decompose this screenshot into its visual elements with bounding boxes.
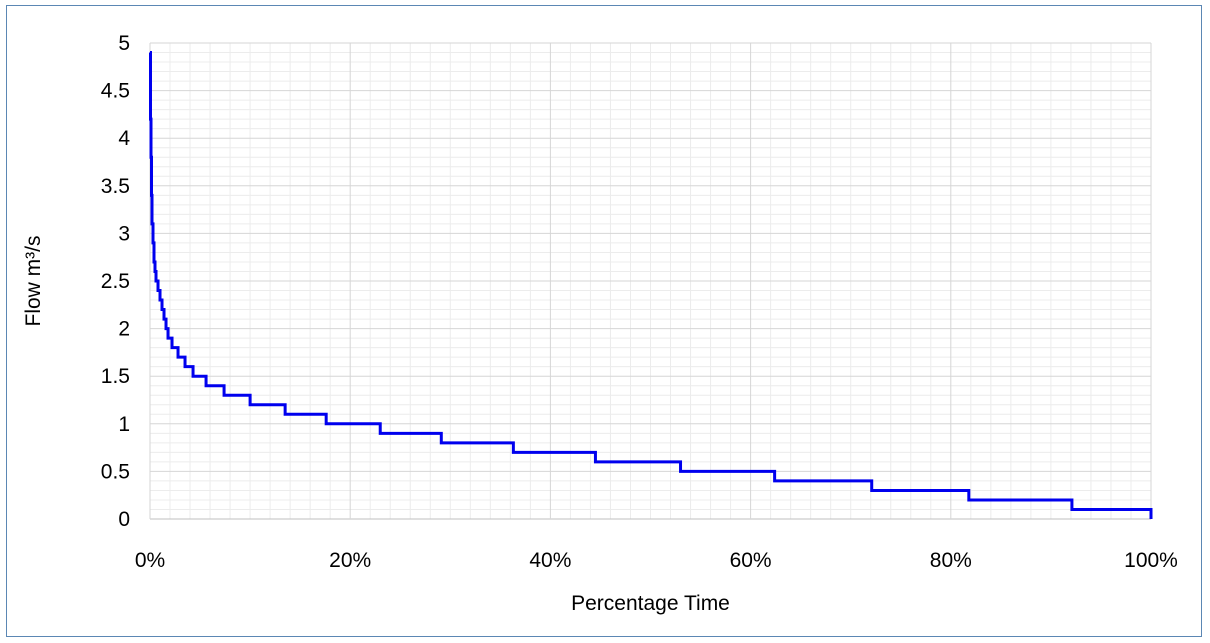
flow-duration-series-line bbox=[149, 51, 1153, 519]
y-tick-label: 2 bbox=[118, 318, 130, 341]
flow-duration-chart: 0 0.5 1 1.5 2 2.5 3 3.5 4 4.5 5 0% 20% 40% 60% 80% 100%… bbox=[22, 32, 1178, 615]
x-tick-label: 80% bbox=[930, 549, 972, 572]
y-tick-label: 3.5 bbox=[101, 175, 130, 198]
x-axis-title: Percentage Time bbox=[571, 592, 730, 615]
x-tick-label: 0% bbox=[135, 549, 165, 572]
chart-container: 0 0.5 1 1.5 2 2.5 3 3.5 4 4.5 5 0% 20% 40% 60% 80% 100%… bbox=[6, 5, 1202, 637]
x-tick-label: 100% bbox=[1124, 549, 1178, 572]
y-axis-tick-labels: 0 0.5 1 1.5 2 2.5 3 3.5 4 4.5 5 bbox=[101, 32, 131, 531]
y-tick-label: 0 bbox=[118, 508, 130, 531]
y-tick-label: 0.5 bbox=[101, 460, 130, 483]
y-tick-label: 3 bbox=[118, 222, 130, 245]
y-tick-label: 1 bbox=[118, 413, 130, 436]
y-tick-label: 4 bbox=[118, 127, 130, 150]
x-tick-label: 60% bbox=[730, 549, 772, 572]
major-gridlines bbox=[149, 42, 1152, 520]
y-tick-label: 2.5 bbox=[101, 270, 130, 293]
series-layer bbox=[149, 51, 1153, 519]
y-tick-label: 1.5 bbox=[101, 365, 130, 388]
y-tick-label: 4.5 bbox=[101, 80, 130, 103]
y-tick-label: 5 bbox=[118, 32, 130, 55]
x-tick-label: 20% bbox=[329, 549, 371, 572]
x-tick-label: 40% bbox=[529, 549, 571, 572]
y-axis-title: Flow m³/s bbox=[22, 236, 45, 327]
x-axis-tick-labels: 0% 20% 40% 60% 80% 100% bbox=[135, 549, 1178, 572]
